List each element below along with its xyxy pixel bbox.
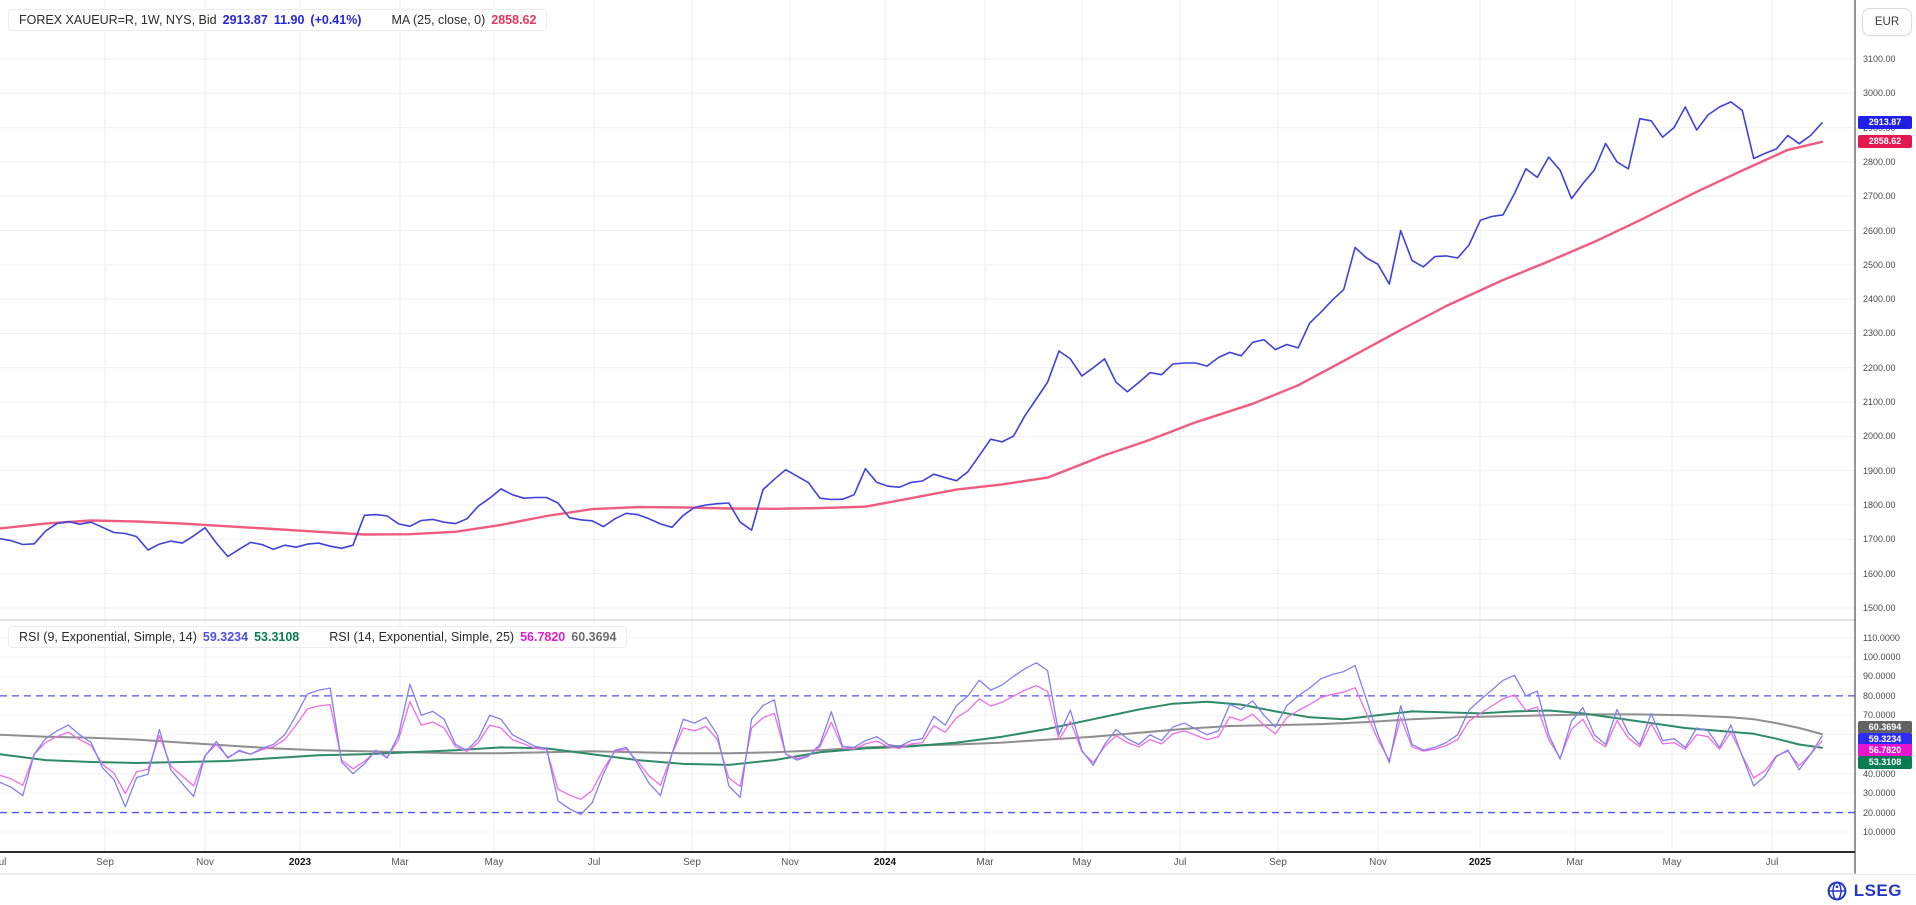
time-axis-month-label: Sep bbox=[1269, 857, 1287, 868]
rsi9-smoothing-line bbox=[0, 700, 1823, 766]
rsi2-value: 56.7820 bbox=[520, 630, 566, 644]
time-axis-month-label: May bbox=[1072, 857, 1092, 868]
price-axis-label: 1600.00 bbox=[1863, 568, 1896, 579]
rsi-axis-label: 90.0000 bbox=[1863, 671, 1896, 682]
time-axis[interactable]: Jul Sep Nov 2023 Mar May Jul Sep Nov 2024 Mar May Ju… bbox=[0, 853, 1855, 874]
rsi-axis-badge: 59.3234 bbox=[1858, 732, 1912, 746]
price-axis-label: 2600.00 bbox=[1863, 225, 1896, 236]
rsi-axis-badge: 60.3694 bbox=[1858, 721, 1912, 734]
rsi-axis-label: 20.0000 bbox=[1863, 807, 1896, 818]
price-legend[interactable]: FOREX XAUEUR=R, 1W, NYS, Bid 2913.87 11.… bbox=[8, 9, 548, 31]
rsi-axis-badge: 56.7820 bbox=[1858, 744, 1912, 757]
ma-value: 2858.62 bbox=[491, 13, 537, 27]
time-axis-month-label: Jul bbox=[1173, 857, 1187, 868]
price-axis-badge: 2913.87 bbox=[1858, 116, 1912, 130]
time-axis-month-label: Nov bbox=[781, 857, 799, 868]
time-axis-month-label: Sep bbox=[96, 857, 114, 868]
price-axis-label: 2700.00 bbox=[1863, 191, 1896, 202]
time-axis-year-label: 2025 bbox=[1468, 857, 1492, 868]
price-axis-label: 2100.00 bbox=[1863, 397, 1896, 408]
time-axis-month-label: Sep bbox=[683, 857, 701, 868]
price-change: 11.90 bbox=[273, 13, 305, 27]
rsi2-smoothing-value: 60.3694 bbox=[571, 630, 617, 644]
price-axis-label: 2500.00 bbox=[1863, 259, 1896, 270]
time-axis-month-label: Mar bbox=[1566, 857, 1584, 868]
lseg-branding: LSEG bbox=[1826, 880, 1902, 902]
last-price: 2913.87 bbox=[222, 13, 268, 27]
rsi-axis-label: 70.0000 bbox=[1863, 710, 1896, 721]
rsi-axis-badge: 53.3108 bbox=[1858, 755, 1912, 769]
rsi1-value: 59.3234 bbox=[202, 630, 249, 644]
price-axis-label: 2200.00 bbox=[1863, 362, 1896, 373]
price-axis-label: 2300.00 bbox=[1863, 328, 1896, 339]
time-axis-month-label: Jul bbox=[0, 857, 7, 868]
rsi1-smoothing-value: 53.3108 bbox=[254, 630, 300, 644]
rsi1-label: RSI (9, Exponential, Simple, 14) bbox=[19, 630, 197, 644]
price-axis-label: 1900.00 bbox=[1863, 465, 1896, 476]
price-axis-label: 2800.00 bbox=[1863, 156, 1896, 167]
time-axis-year-label: 2023 bbox=[288, 857, 312, 868]
time-axis-year-label: 2024 bbox=[873, 857, 897, 868]
symbol-label: FOREX XAUEUR=R, 1W, NYS, Bid bbox=[19, 13, 217, 27]
rsi-axis-label: 30.0000 bbox=[1863, 788, 1896, 799]
rsi-axis-label: 40.0000 bbox=[1863, 768, 1896, 779]
time-axis-month-label: Mar bbox=[976, 857, 994, 868]
rsi-axis-label: 100.0000 bbox=[1863, 652, 1901, 662]
rsi2-label: RSI (14, Exponential, Simple, 25) bbox=[329, 630, 515, 644]
price-axis-label: 3100.00 bbox=[1863, 54, 1896, 64]
price-axis[interactable]: EUR 3100.003000.002900.002800.002700.002… bbox=[1856, 0, 1916, 874]
time-axis-month-label: Mar bbox=[391, 857, 409, 868]
rsi-legend[interactable]: RSI (9, Exponential, Simple, 14) 59.3234… bbox=[8, 626, 628, 648]
price-axis-badge: 2858.62 bbox=[1858, 135, 1912, 149]
price-axis-label: 1800.00 bbox=[1863, 500, 1896, 511]
price-axis-label: 1500.00 bbox=[1863, 602, 1896, 613]
price-change-pct: (+0.41%) bbox=[310, 13, 362, 27]
ma-label: MA (25, close, 0) bbox=[391, 13, 486, 27]
time-axis-month-label: May bbox=[1662, 857, 1682, 868]
time-axis-month-label: Jul bbox=[1765, 857, 1779, 868]
ma-line bbox=[0, 140, 1824, 536]
price-axis-label: 2000.00 bbox=[1863, 431, 1896, 442]
lseg-logo-icon bbox=[1827, 881, 1847, 901]
price-axis-label: 1700.00 bbox=[1863, 534, 1896, 545]
rsi-axis-label: 10.0000 bbox=[1863, 826, 1896, 837]
rsi9-line bbox=[0, 662, 1823, 816]
eur-currency-button[interactable]: EUR bbox=[1862, 8, 1912, 36]
rsi-axis-label: 110.0000 bbox=[1863, 632, 1900, 643]
price-axis-label: 2400.00 bbox=[1863, 294, 1896, 305]
time-axis-month-label: May bbox=[484, 857, 504, 868]
rsi-axis-label: 80.0000 bbox=[1863, 690, 1896, 701]
time-axis-month-label: Nov bbox=[196, 857, 214, 868]
lseg-logo-text: LSEG bbox=[1853, 881, 1902, 900]
time-axis-month-label: Nov bbox=[1369, 857, 1387, 868]
rsi14-line bbox=[0, 684, 1823, 800]
price-axis-label: 3000.00 bbox=[1863, 88, 1896, 99]
time-axis-month-label: Jul bbox=[587, 857, 601, 868]
bid-price-line bbox=[0, 101, 1823, 558]
